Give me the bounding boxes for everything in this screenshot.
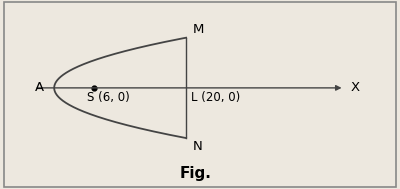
Text: A: A [34,81,44,94]
Text: Fig.: Fig. [180,167,212,181]
Text: X: X [351,81,360,94]
Text: M: M [193,23,204,36]
Text: L (20, 0): L (20, 0) [191,91,241,104]
Text: S (6, 0): S (6, 0) [87,91,130,104]
Text: N: N [193,140,202,153]
